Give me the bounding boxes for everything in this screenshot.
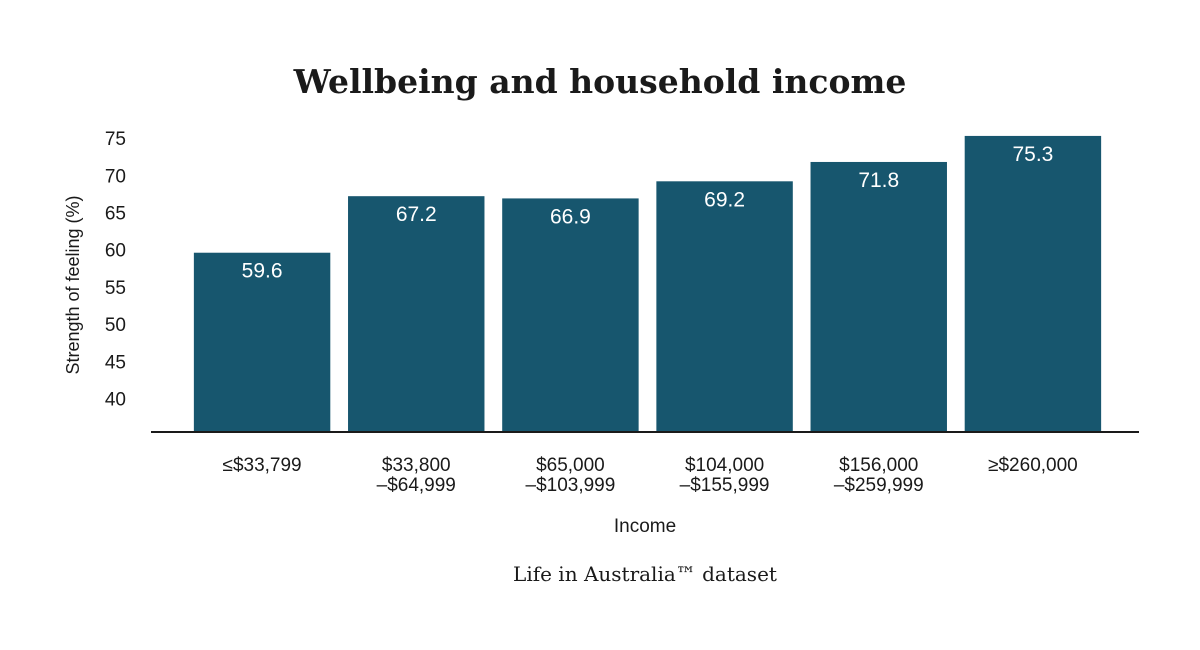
bar xyxy=(348,196,485,432)
x-tick-label: $65,000 xyxy=(536,455,605,476)
x-tick-label: ≥$260,000 xyxy=(988,455,1078,476)
chart-title: Wellbeing and household income xyxy=(293,62,907,101)
bar xyxy=(193,252,331,432)
y-tick-label: 60 xyxy=(105,241,126,262)
y-tick-label: 50 xyxy=(105,315,126,336)
x-tick-label: –$64,999 xyxy=(377,475,456,496)
y-tick-label: 45 xyxy=(105,352,126,373)
x-tick-label: $104,000 xyxy=(685,455,764,476)
bar xyxy=(502,198,639,432)
bar-value-label: 71.8 xyxy=(858,169,899,192)
bar-value-label: 66.9 xyxy=(550,205,591,228)
x-tick-label: –$259,999 xyxy=(834,475,924,496)
bars xyxy=(193,135,1102,433)
y-tick-label: 70 xyxy=(105,166,126,187)
x-tick-label: $33,800 xyxy=(382,455,451,476)
x-tick-label: –$103,999 xyxy=(526,475,616,496)
bar xyxy=(656,181,793,432)
x-tick-label: $156,000 xyxy=(839,455,918,476)
bar-value-label: 69.2 xyxy=(704,188,745,211)
y-tick-label: 75 xyxy=(105,129,126,150)
y-tick-label: 55 xyxy=(105,278,126,299)
x-axis-label: Income xyxy=(614,516,676,537)
x-tick-label: ≤$33,799 xyxy=(223,455,302,476)
source-note: Life in Australia™ dataset xyxy=(513,562,777,586)
bar-value-label: 67.2 xyxy=(396,203,437,226)
data-labels: 59.6 67.2 66.9 69.2 71.8 75.3 xyxy=(242,143,1054,283)
bar-value-label: 59.6 xyxy=(242,260,283,283)
bar xyxy=(964,135,1102,433)
bar-value-label: 75.3 xyxy=(1012,143,1053,166)
y-axis-ticks: 40 45 50 55 60 65 70 75 xyxy=(105,129,126,410)
y-axis-label: Strength of feeling (%) xyxy=(63,195,83,374)
y-tick-label: 40 xyxy=(105,390,126,411)
x-axis-ticks: ≤$33,799 $33,800–$64,999 $65,000–$103,999 $… xyxy=(223,455,1078,496)
x-tick-label: –$155,999 xyxy=(680,475,770,496)
bar xyxy=(810,161,947,432)
y-tick-label: 65 xyxy=(105,204,126,225)
